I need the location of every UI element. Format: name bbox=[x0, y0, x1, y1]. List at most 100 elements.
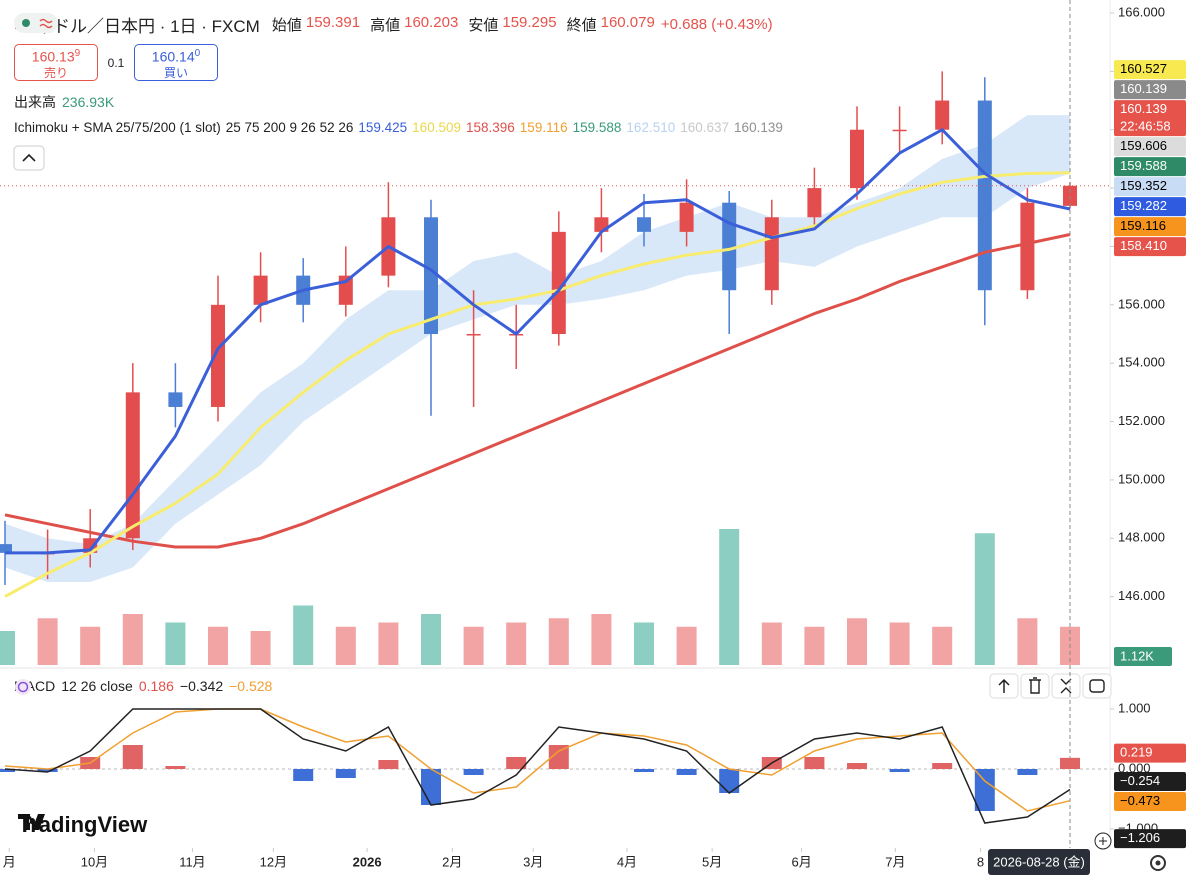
macd-icon bbox=[15, 679, 31, 695]
price-badge-label: 159.352 bbox=[1120, 178, 1167, 193]
indicator-value: 160.637 bbox=[680, 120, 730, 135]
volume-bar bbox=[378, 622, 399, 665]
candle-body bbox=[850, 129, 864, 189]
candle-body bbox=[551, 231, 566, 334]
x-tick-label: 12月 bbox=[260, 854, 287, 869]
volume-bar bbox=[0, 631, 15, 665]
volume-bar bbox=[974, 533, 995, 665]
price-badge bbox=[1114, 80, 1186, 100]
indicator-value: 159.425 bbox=[358, 120, 408, 135]
date-label: 2026-08-28 (金) bbox=[993, 854, 1085, 869]
histogram-bar bbox=[634, 769, 654, 772]
price-badge bbox=[1114, 829, 1186, 849]
indicator-value: 159.116 bbox=[519, 120, 568, 135]
collapse-button[interactable] bbox=[13, 145, 45, 171]
volume-bar bbox=[208, 626, 228, 665]
candle-body bbox=[253, 275, 268, 305]
sell-button[interactable]: 160.139 売り bbox=[14, 44, 98, 81]
ohlc-label: 始値 bbox=[271, 17, 302, 34]
indicator-params: 25 75 200 9 26 52 26 bbox=[225, 120, 354, 135]
price-badge bbox=[1114, 100, 1186, 137]
volume-bar bbox=[80, 626, 101, 665]
price-badge bbox=[1114, 791, 1186, 811]
candle-body bbox=[1063, 185, 1077, 206]
settings-button[interactable] bbox=[1150, 855, 1166, 871]
ichimoku-cloud bbox=[5, 115, 1070, 582]
price-badge-label: 0.219 bbox=[1120, 745, 1153, 760]
indicator-value: 159.588 bbox=[572, 120, 622, 135]
y-tick-label: 152.000 bbox=[1118, 413, 1165, 428]
histogram-bar bbox=[421, 769, 441, 805]
price-badge bbox=[1114, 217, 1186, 237]
candle-body bbox=[168, 392, 183, 407]
buy-button[interactable]: 160.140 買い bbox=[134, 44, 218, 81]
histogram-bar bbox=[804, 757, 825, 769]
y-tick-label: 166.000 bbox=[1118, 4, 1165, 19]
x-tick-label: 8 bbox=[977, 854, 984, 869]
volume-bar bbox=[421, 614, 441, 665]
price-badge bbox=[1114, 137, 1186, 157]
macd-line bbox=[4, 708, 1071, 824]
histogram-bar bbox=[1060, 757, 1080, 769]
candle-body bbox=[722, 202, 737, 291]
price-badge-label: −1.206 bbox=[1120, 830, 1160, 845]
histogram-bar bbox=[122, 745, 143, 769]
histogram-bar bbox=[463, 769, 484, 775]
x-tick-label: 2月 bbox=[442, 854, 462, 869]
histogram-bar bbox=[293, 769, 314, 781]
volume-bar bbox=[719, 529, 740, 665]
volume-bar bbox=[335, 626, 356, 665]
trash-icon bbox=[1029, 677, 1041, 694]
maximize-button[interactable] bbox=[1082, 673, 1112, 699]
histogram-bar bbox=[0, 769, 15, 772]
logo: TradingView bbox=[18, 812, 147, 838]
histogram-bar bbox=[1017, 769, 1038, 775]
macd-value: −0.528 bbox=[229, 678, 273, 694]
candle-body bbox=[892, 129, 907, 132]
x-tick-label: 6月 bbox=[792, 854, 812, 869]
y-tick-label: 148.000 bbox=[1118, 530, 1165, 545]
volume-badge-label: 1.12K bbox=[1120, 648, 1154, 663]
y-tick-label: 1.000 bbox=[1118, 700, 1151, 715]
x-tick-label: 5月 bbox=[702, 854, 722, 869]
buy-pip: 0 bbox=[194, 48, 201, 59]
candle-body bbox=[977, 100, 992, 291]
add-icon bbox=[1099, 837, 1107, 845]
sma-line bbox=[4, 233, 1071, 549]
volume-value: 236.93K bbox=[62, 94, 115, 110]
sell-pip: 9 bbox=[74, 48, 81, 59]
price-badge bbox=[1114, 157, 1186, 177]
x-tick-label: 月 bbox=[3, 854, 16, 869]
price-badge bbox=[1114, 237, 1186, 257]
histogram-bar bbox=[37, 769, 58, 772]
price-badge bbox=[1114, 197, 1186, 217]
volume-legend: 出来高 236.93K bbox=[14, 92, 114, 112]
collapse-pane-button[interactable] bbox=[1051, 673, 1081, 699]
ohlc-value: 160.079 bbox=[600, 14, 655, 31]
indicator-value: 160.139 bbox=[734, 120, 783, 135]
volume-label: 出来高 bbox=[14, 94, 56, 110]
x-tick-label: 7月 bbox=[885, 854, 905, 869]
volume-bar bbox=[591, 614, 612, 665]
price-badge-label: 160.139 bbox=[1120, 81, 1167, 96]
delete-button[interactable] bbox=[1020, 673, 1050, 699]
volume-bar bbox=[122, 614, 143, 665]
settings-icon bbox=[1155, 860, 1161, 866]
logo-mark bbox=[18, 814, 45, 830]
volume-bar bbox=[676, 626, 697, 665]
macd-value: 0.186 bbox=[138, 678, 174, 694]
volume-bar bbox=[1017, 618, 1038, 665]
sell-label: 売り bbox=[43, 65, 68, 80]
collapse-pane-icon bbox=[1060, 678, 1072, 694]
volume-bar bbox=[804, 626, 825, 665]
volume-bar bbox=[463, 626, 484, 665]
indicator-name: Ichimoku + SMA 25/75/200 (1 slot) bbox=[14, 120, 221, 135]
volume-bar bbox=[548, 618, 569, 665]
volume-bar bbox=[165, 622, 186, 665]
candle-body bbox=[211, 304, 225, 407]
histogram-bar bbox=[974, 769, 995, 811]
indicator-value: 158.396 bbox=[465, 120, 515, 135]
price-badge-label: 160.527 bbox=[1120, 61, 1167, 76]
price-badge-label: 160.139 bbox=[1120, 101, 1167, 116]
